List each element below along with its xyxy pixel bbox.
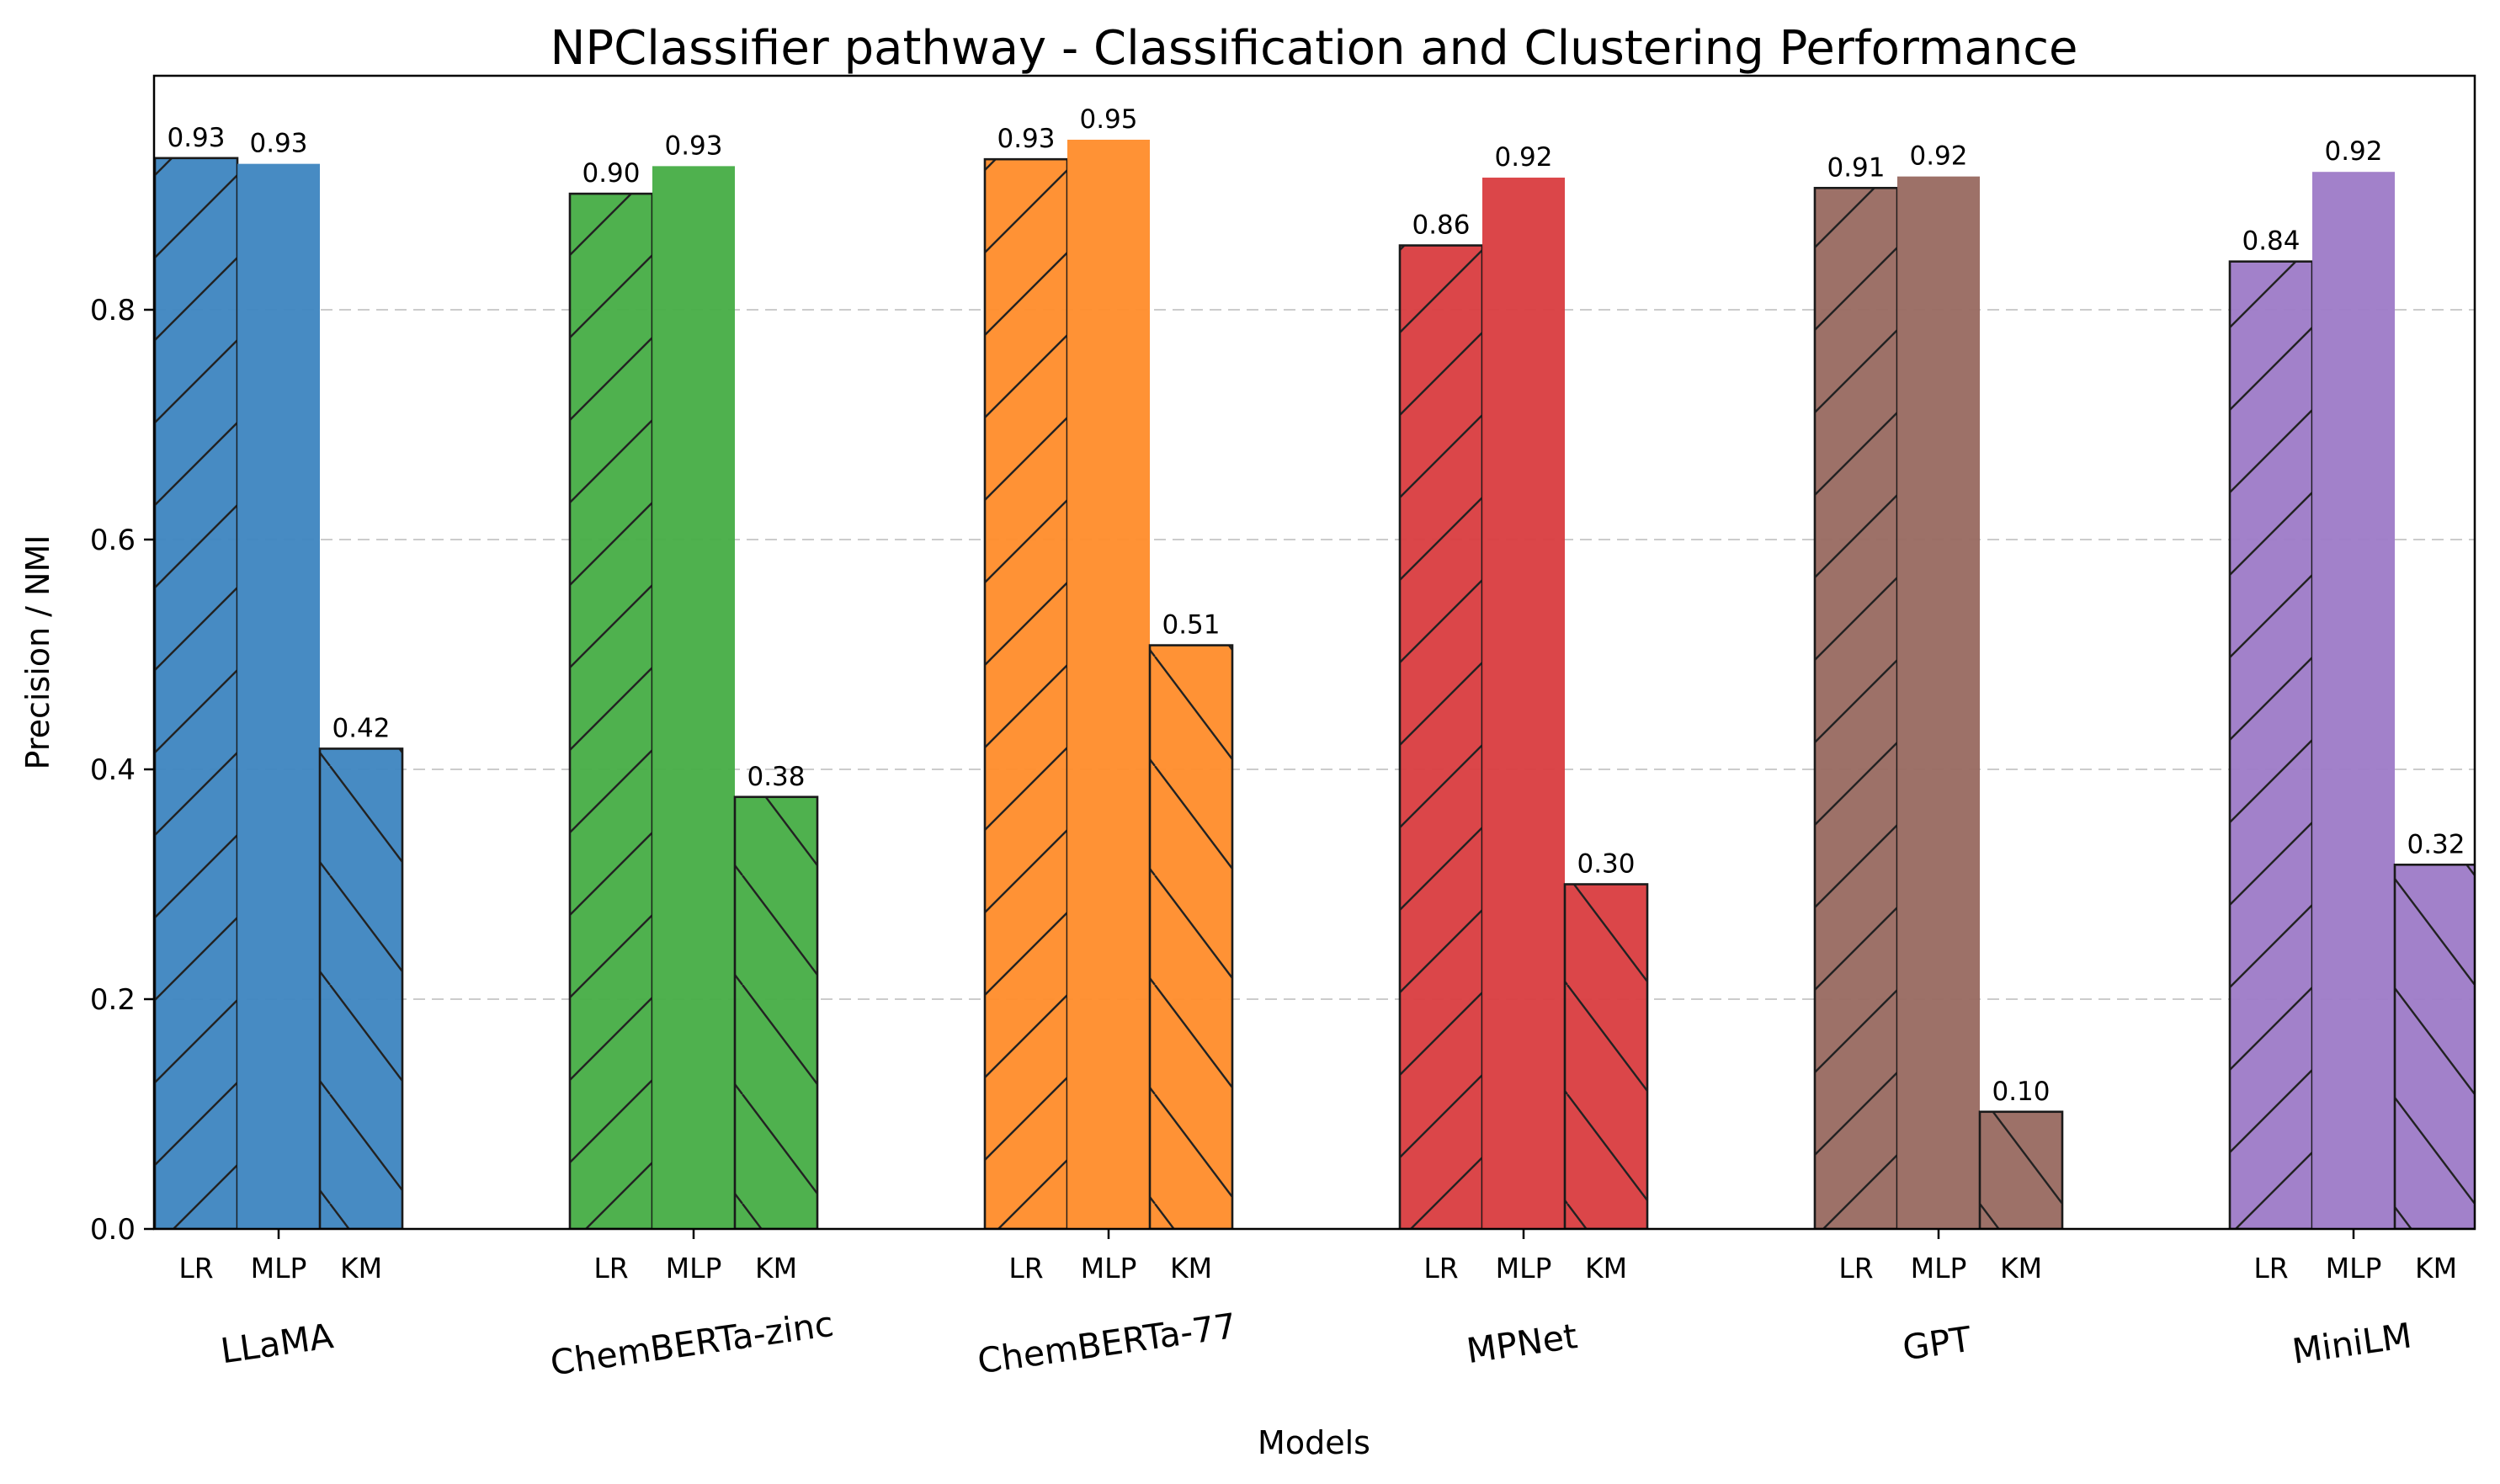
- y-tick-label: 0.6: [90, 524, 136, 557]
- bar-gpt-mlp: [1897, 176, 1980, 1229]
- method-tick-label: LR: [178, 1252, 213, 1285]
- bar-hatch: [2395, 864, 2475, 1229]
- x-axis-label: Models: [1258, 1424, 1370, 1461]
- x-tick-label: LLaMA: [218, 1316, 336, 1371]
- bar-llama-mlp: [237, 163, 320, 1229]
- data-label: 0.84: [2242, 226, 2300, 257]
- x-tick-label: MPNet: [1464, 1316, 1579, 1371]
- bar-outline: [733, 795, 819, 1229]
- bar-chemberta-zinc-mlp: [652, 166, 735, 1229]
- data-label: 0.30: [1577, 849, 1635, 880]
- method-tick-label: LR: [1423, 1252, 1458, 1285]
- method-tick-label: LR: [1838, 1252, 1873, 1285]
- x-tick-label: ChemBERTa-77: [975, 1306, 1238, 1382]
- bar-outline: [1148, 644, 1234, 1229]
- data-label: 0.93: [664, 130, 722, 161]
- data-label: 0.93: [249, 129, 307, 159]
- y-tick-label: 0.2: [90, 983, 136, 1017]
- data-label: 0.32: [2407, 829, 2465, 859]
- gridlines: [154, 309, 2475, 1000]
- bar-outline: [318, 747, 404, 1229]
- method-tick-label: KM: [1585, 1252, 1627, 1285]
- method-tick-label: LR: [2253, 1252, 2288, 1285]
- data-label: 0.90: [582, 158, 640, 189]
- method-tick-label: LR: [1008, 1252, 1043, 1285]
- data-label: 0.86: [1412, 210, 1470, 241]
- bar-hatch: [1400, 245, 1482, 1229]
- x-tick-label: MiniLM: [2290, 1315, 2414, 1371]
- data-label: 0.38: [747, 762, 805, 792]
- method-tick-label: MLP: [666, 1252, 722, 1285]
- plot-frame: [152, 74, 2476, 1231]
- bar-hatch: [1980, 1111, 2062, 1229]
- data-label: 0.91: [1827, 152, 1885, 183]
- y-tick-label: 0.4: [90, 753, 136, 787]
- method-tick-label: MLP: [1496, 1252, 1552, 1285]
- bar-mpnet-mlp: [1482, 178, 1565, 1229]
- y-axis-label: Precision / NMI: [19, 535, 56, 770]
- method-tick-label: KM: [2415, 1252, 2457, 1285]
- method-tick-label: KM: [2000, 1252, 2042, 1285]
- bar-hatch: [1565, 884, 1647, 1229]
- method-tick-label: MLP: [1081, 1252, 1137, 1285]
- data-label: 0.51: [1162, 610, 1220, 641]
- method-tick-label: KM: [1170, 1252, 1212, 1285]
- bar-hatch: [1815, 188, 1897, 1229]
- data-labels: 0.93 0.93 0.42 0.90 0.93 0.38 0.93 0.95 0.51 0.86…: [167, 104, 2465, 1107]
- method-tick-label: MLP: [251, 1252, 307, 1285]
- data-label: 0.92: [1494, 142, 1552, 173]
- bars: [154, 139, 2475, 1229]
- method-tick-label: KM: [755, 1252, 797, 1285]
- bar-chemberta-77-mlp: [1067, 139, 1150, 1229]
- bar-outline: [1978, 1110, 2064, 1229]
- bar-hatch: [570, 194, 652, 1229]
- data-label: 0.95: [1079, 104, 1137, 135]
- data-label: 0.10: [1992, 1077, 2050, 1107]
- y-tick-label: 0.8: [90, 294, 136, 327]
- bar-hatch: [320, 748, 402, 1229]
- data-label: 0.42: [332, 713, 390, 743]
- bar-hatch: [985, 159, 1067, 1229]
- bar-hatch: [735, 796, 817, 1229]
- method-tick-label: MLP: [2326, 1252, 2382, 1285]
- y-tick-label: 0.0: [90, 1213, 136, 1247]
- data-label: 0.92: [2324, 136, 2382, 167]
- chart-title: NPClassifier pathway - Classification an…: [551, 21, 2078, 76]
- method-tick-label: KM: [340, 1252, 382, 1285]
- bar-outline: [2393, 863, 2475, 1229]
- x-tick-label: ChemBERTa-zinc: [548, 1304, 836, 1384]
- bar-minilm-mlp: [2312, 172, 2395, 1229]
- data-label: 0.92: [1909, 141, 1967, 172]
- y-axis: 0.0 0.2 0.4 0.6 0.8: [90, 294, 154, 1247]
- x-tick-label: GPT: [1900, 1319, 1974, 1369]
- method-tick-label: LR: [593, 1252, 628, 1285]
- bar-hatch: [1150, 645, 1232, 1229]
- bar-hatch: [155, 157, 237, 1229]
- method-tick-label: MLP: [1911, 1252, 1967, 1285]
- bar-hatch: [2230, 261, 2312, 1229]
- bar-outline: [1563, 883, 1649, 1229]
- data-label: 0.93: [167, 123, 225, 153]
- data-label: 0.93: [997, 124, 1055, 154]
